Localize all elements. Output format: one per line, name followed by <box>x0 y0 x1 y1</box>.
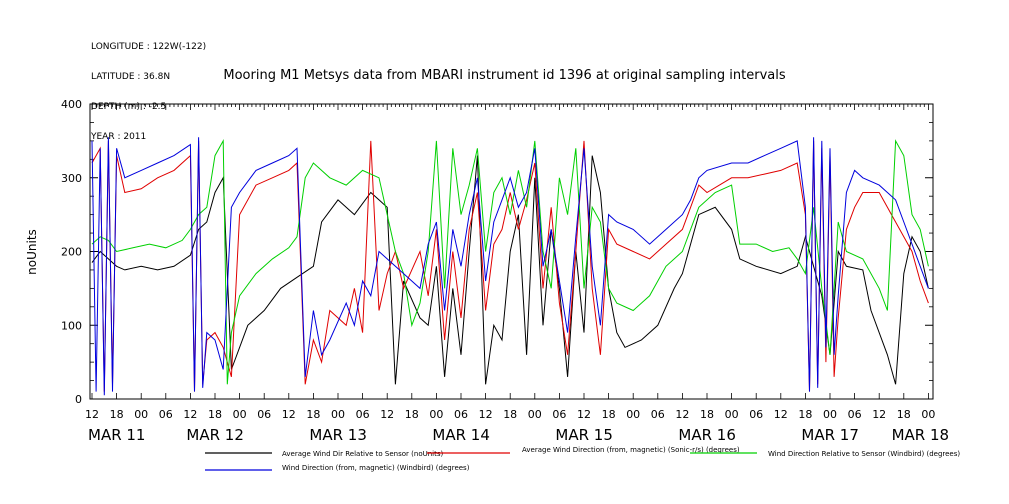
x-hour-tick-label: 00 <box>921 408 935 421</box>
x-hour-tick-label: 18 <box>208 408 222 421</box>
x-hour-tick-label: 00 <box>134 408 148 421</box>
y-tick-label: 300 <box>61 172 82 185</box>
x-hour-tick-label: 12 <box>675 408 689 421</box>
x-day-tick-label: MAR 11 <box>88 426 145 444</box>
x-hour-tick-label: 12 <box>183 408 197 421</box>
year-text: YEAR : 2011 <box>91 132 147 142</box>
x-hour-tick-label: 18 <box>306 408 320 421</box>
x-hour-tick-label: 12 <box>774 408 788 421</box>
longitude-text: LONGITUDE : 122W(-122) <box>91 42 207 52</box>
x-hour-tick-label: 06 <box>651 408 665 421</box>
x-hour-tick-label: 06 <box>356 408 370 421</box>
x-hour-tick-label: 06 <box>848 408 862 421</box>
x-hour-tick-label: 06 <box>749 408 763 421</box>
x-hour-tick-label: 18 <box>897 408 911 421</box>
x-hour-tick-label: 18 <box>503 408 517 421</box>
latitude-text: LATITUDE : 36.8N <box>91 72 171 82</box>
y-tick-label: 400 <box>61 98 82 111</box>
y-tick-label: 0 <box>75 393 82 406</box>
x-day-tick-label: MAR 12 <box>186 426 243 444</box>
x-hour-tick-label: 12 <box>577 408 591 421</box>
x-hour-tick-label: 00 <box>823 408 837 421</box>
series-line-2 <box>91 139 929 385</box>
x-hour-tick-label: 00 <box>725 408 739 421</box>
x-hour-tick-label: 18 <box>602 408 616 421</box>
x-day-tick-label: MAR 14 <box>432 426 489 444</box>
x-hour-tick-label: 00 <box>233 408 247 421</box>
legend-label-3: Wind Direction (from, magnetic) (Windbir… <box>282 464 470 472</box>
chart-title: Mooring M1 Metsys data from MBARI instru… <box>223 68 786 83</box>
x-hour-tick-label: 18 <box>110 408 124 421</box>
x-hour-tick-label: 12 <box>380 408 394 421</box>
x-hour-tick-label: 06 <box>159 408 173 421</box>
series-line-3 <box>91 137 929 396</box>
x-hour-tick-label: 12 <box>85 408 99 421</box>
x-hour-tick-label: 00 <box>528 408 542 421</box>
x-hour-tick-label: 12 <box>282 408 296 421</box>
x-hour-tick-label: 18 <box>405 408 419 421</box>
x-day-tick-label: MAR 18 <box>892 426 949 444</box>
legend-label-2: Wind Direction Relative to Sensor (Windb… <box>768 450 960 458</box>
legend-label-1: Average Wind Direction (from, magnetic) … <box>522 446 740 454</box>
x-hour-tick-label: 06 <box>454 408 468 421</box>
x-hour-tick-label: 12 <box>479 408 493 421</box>
x-hour-tick-label: 18 <box>798 408 812 421</box>
y-tick-label: 200 <box>61 246 82 259</box>
x-hour-tick-label: 00 <box>331 408 345 421</box>
x-hour-tick-label: 18 <box>700 408 714 421</box>
x-hour-tick-label: 00 <box>429 408 443 421</box>
x-hour-tick-label: 06 <box>552 408 566 421</box>
x-day-tick-label: MAR 13 <box>309 426 366 444</box>
x-hour-tick-label: 12 <box>872 408 886 421</box>
y-tick-label: 100 <box>61 319 82 332</box>
x-hour-tick-label: 00 <box>626 408 640 421</box>
legend-label-0: Average Wind Dir Relative to Sensor (noU… <box>282 450 443 458</box>
x-hour-tick-label: 06 <box>257 408 271 421</box>
x-day-tick-label: MAR 15 <box>555 426 612 444</box>
x-day-tick-label: MAR 17 <box>801 426 858 444</box>
x-day-tick-label: MAR 16 <box>678 426 735 444</box>
